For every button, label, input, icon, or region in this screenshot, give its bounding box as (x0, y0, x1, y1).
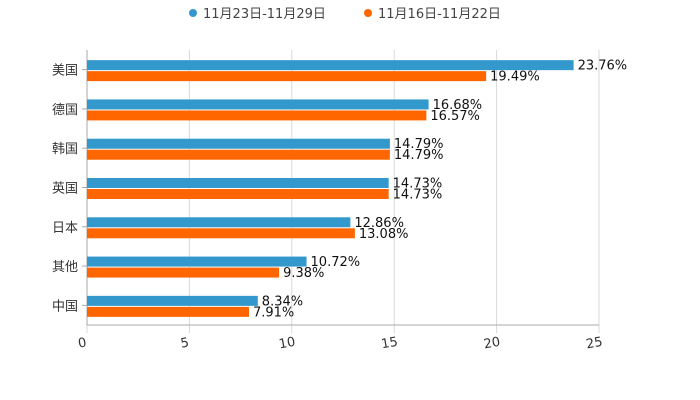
bar-series-a[interactable] (87, 295, 258, 306)
category-label: 美国 (52, 64, 78, 79)
bar-series-b[interactable] (87, 267, 280, 278)
legend-marker-series-a[interactable] (189, 9, 197, 17)
bar-series-a[interactable] (87, 256, 307, 267)
bar-series-b[interactable] (87, 189, 389, 199)
x-tick-label: 20 (483, 335, 502, 353)
x-tick-label: 15 (380, 335, 399, 353)
data-label: 12.86% (354, 216, 404, 231)
x-tick-label: 0 (77, 335, 88, 351)
bar-series-b[interactable] (87, 71, 487, 82)
data-label: 16.57% (430, 109, 480, 124)
bar-series-a[interactable] (87, 60, 574, 71)
category-label: 英国 (52, 182, 78, 197)
data-label: 14.73% (393, 188, 443, 203)
bar-series-b[interactable] (87, 149, 390, 160)
bar-series-a[interactable] (87, 217, 351, 228)
data-label: 13.08% (359, 227, 409, 242)
category-label: 日本 (52, 221, 78, 236)
data-label: 7.91% (253, 305, 294, 320)
data-label: 14.79% (394, 137, 444, 152)
data-label: 14.79% (394, 148, 444, 163)
bar-series-b[interactable] (87, 110, 427, 121)
legend-marker-series-b[interactable] (364, 9, 372, 17)
category-label: 中国 (52, 299, 78, 314)
data-label: 16.68% (433, 98, 483, 113)
x-tick-label: 25 (585, 335, 604, 353)
data-label: 14.73% (393, 177, 443, 192)
x-tick-label: 5 (179, 335, 190, 351)
category-label: 韩国 (52, 142, 78, 157)
x-tick-label: 10 (278, 335, 297, 353)
data-label: 10.72% (311, 255, 361, 270)
data-label: 19.49% (490, 70, 540, 85)
category-label: 其他 (52, 260, 78, 275)
bar-series-a[interactable] (87, 178, 389, 188)
bar-series-b[interactable] (87, 306, 249, 317)
data-label: 9.38% (283, 266, 324, 281)
legend-label[interactable]: 11月23日-11月29日 (203, 7, 326, 22)
bar-series-a[interactable] (87, 138, 390, 149)
data-label: 23.76% (578, 59, 628, 74)
legend-label[interactable]: 11月16日-11月22日 (378, 7, 501, 22)
category-label: 德国 (52, 103, 78, 118)
bar-series-b[interactable] (87, 228, 355, 239)
data-label: 8.34% (262, 294, 303, 309)
bar-series-a[interactable] (87, 99, 429, 110)
